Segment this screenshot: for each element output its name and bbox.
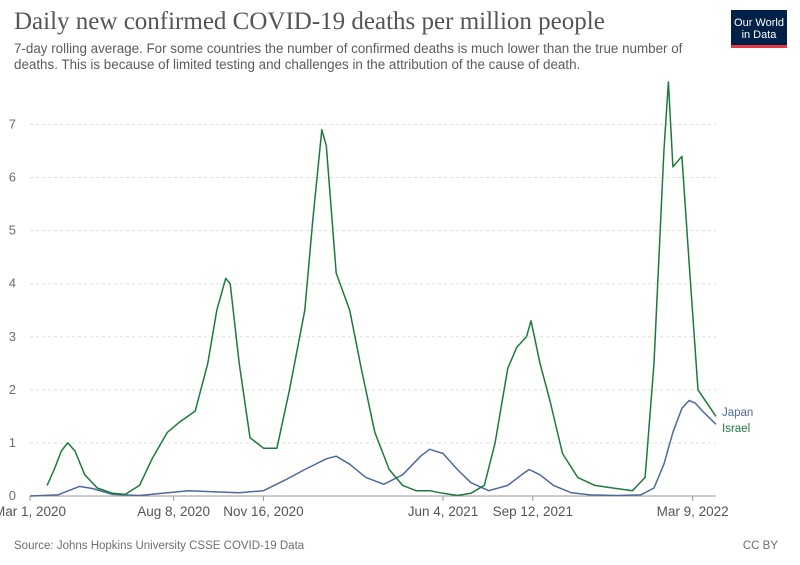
series-line-japan[interactable] [29, 399, 717, 497]
y-tick-label-0: 0 [9, 488, 16, 503]
y-tick-label-2: 2 [9, 382, 16, 397]
series-label-israel[interactable]: Israel [722, 423, 750, 435]
logo-line-1: Our World [734, 17, 784, 29]
license-link[interactable]: CC BY [742, 540, 778, 552]
y-tick-label-1: 1 [9, 435, 16, 450]
y-tick-label-7: 7 [9, 116, 16, 131]
series-line-israel[interactable] [46, 81, 717, 497]
x-tick-label-1: Aug 8, 2020 [137, 504, 210, 519]
x-tick-label-2: Nov 16, 2020 [223, 504, 303, 519]
x-tick-label-4: Sep 12, 2021 [493, 504, 573, 519]
y-tick-label-3: 3 [9, 329, 16, 344]
chart-subtitle: 7-day rolling average. For some countrie… [14, 41, 683, 72]
y-tick-label-4: 4 [9, 276, 16, 291]
series-label-japan[interactable]: Japan [722, 407, 753, 419]
chart-title: Daily new confirmed COVID-19 deaths per … [14, 8, 605, 35]
source-note: Source: Johns Hopkins University CSSE CO… [14, 540, 305, 552]
owid-logo[interactable]: Our World in Data [731, 10, 787, 48]
series-labels: Japan Israel [722, 407, 753, 435]
y-axis-ticks: 0 1 2 3 4 5 6 7 [9, 116, 16, 503]
chart-lines [29, 81, 717, 497]
y-tick-label-5: 5 [9, 223, 16, 238]
x-tick-label-5: Mar 9, 2022 [657, 504, 729, 519]
logo-line-2: in Data [741, 29, 777, 41]
x-tick-label-0: Mar 1, 2020 [0, 504, 66, 519]
x-axis: Mar 1, 2020 Aug 8, 2020 Nov 16, 2020 Jun 4,… [0, 495, 729, 519]
y-gridlines [30, 123, 716, 444]
y-tick-label-6: 6 [9, 170, 16, 185]
x-tick-label-3: Jun 4, 2021 [408, 504, 479, 519]
